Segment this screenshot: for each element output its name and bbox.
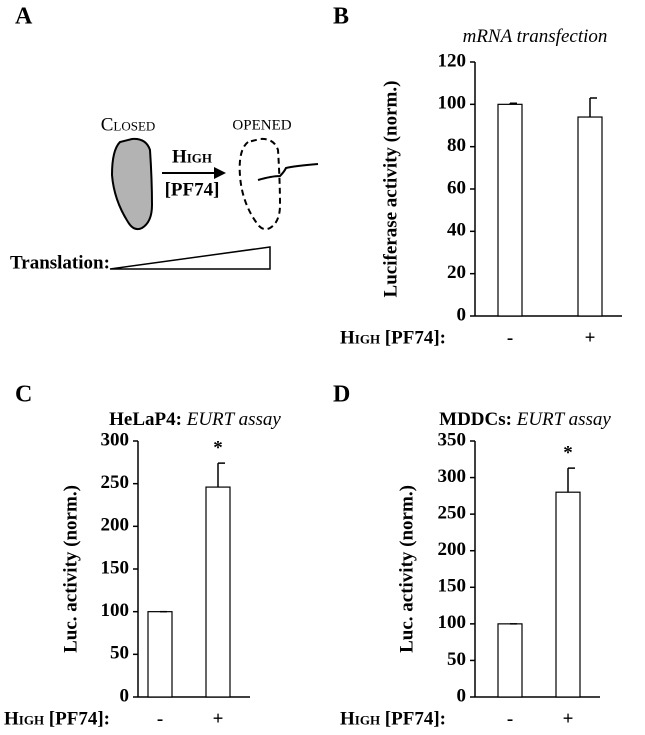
y-axis-label: Luc. activity (norm.): [396, 485, 417, 653]
title-part: MDDCs:: [439, 409, 512, 430]
translation-wedge: [109, 246, 271, 270]
opened-shape: [238, 137, 282, 231]
title-part: mRNA transfection: [463, 26, 608, 47]
rna-strand: [257, 163, 319, 181]
y-tick-label: 100: [438, 93, 467, 114]
panel-label: C: [15, 382, 32, 408]
y-tick-label: 0: [457, 685, 467, 706]
y-tick-label: 120: [438, 50, 467, 71]
title-part: EURT assay: [516, 409, 612, 430]
bar: [497, 103, 523, 317]
x-tick-label: -: [157, 708, 163, 729]
x-tick-label: +: [563, 708, 574, 729]
y-tick-label: 250: [438, 503, 467, 524]
y-tick-label: 200: [101, 515, 130, 536]
significance: *: [563, 442, 573, 463]
x-axis-label: High [PF74]:: [340, 327, 446, 348]
y-tick-label: 200: [438, 539, 467, 560]
diagram: Closed OPENED High [PF74] Translation:: [10, 114, 319, 273]
closed-shape: [110, 137, 154, 231]
x-axis-label: High [PF74]:: [4, 708, 110, 729]
arrow-label: [PF74]: [165, 179, 220, 200]
error-bar: [217, 462, 225, 488]
panel-label: D: [333, 382, 350, 408]
error-bar: [567, 467, 575, 493]
x-tick-label: -: [507, 708, 513, 729]
title-part: EURT assay: [186, 409, 282, 430]
closed-label: Closed: [101, 114, 156, 135]
chart-title: mRNA transfection: [463, 26, 608, 47]
bar: [497, 623, 523, 698]
significance: *: [213, 438, 223, 459]
error-bar: [589, 97, 597, 118]
panel-label: B: [333, 4, 349, 30]
y-tick-label: 0: [120, 685, 130, 706]
y-tick-label: 150: [438, 576, 467, 597]
bar: [147, 611, 173, 698]
x-axis-label: High [PF74]:: [340, 708, 446, 729]
y-tick-label: 250: [101, 472, 130, 493]
y-tick-label: 300: [438, 466, 467, 487]
bar: [205, 486, 231, 698]
y-tick-label: 40: [447, 220, 466, 241]
x-tick-label: +: [213, 708, 224, 729]
chart-title: MDDCs: EURT assay: [439, 409, 611, 430]
y-tick-label: 50: [447, 649, 466, 670]
title-part: HeLaP4:: [109, 409, 182, 430]
error-bar: [509, 102, 517, 105]
y-tick-label: 0: [457, 304, 467, 325]
y-axis-label: Luciferase activity (norm.): [380, 81, 401, 298]
y-tick-label: 300: [101, 429, 130, 450]
y-tick-label: 60: [447, 177, 466, 198]
y-tick-label: 50: [110, 643, 129, 664]
bar: [555, 491, 581, 698]
y-tick-label: 100: [438, 612, 467, 633]
panel-label: A: [15, 4, 33, 30]
y-axis-label: Luc. activity (norm.): [60, 485, 81, 653]
translation-label: Translation:: [10, 252, 110, 273]
y-tick-label: 100: [101, 600, 130, 621]
chart-title: HeLaP4: EURT assay: [109, 409, 281, 430]
arrow-head: [214, 167, 226, 179]
y-tick-label: 150: [101, 557, 130, 578]
y-tick-label: 350: [438, 429, 467, 450]
bar: [577, 116, 603, 317]
opened-label: OPENED: [232, 117, 291, 133]
x-tick-label: +: [585, 327, 596, 348]
y-tick-label: 80: [447, 135, 466, 156]
x-tick-label: -: [507, 327, 513, 348]
y-tick-label: 20: [447, 262, 466, 283]
arrow-label: High: [172, 146, 212, 167]
